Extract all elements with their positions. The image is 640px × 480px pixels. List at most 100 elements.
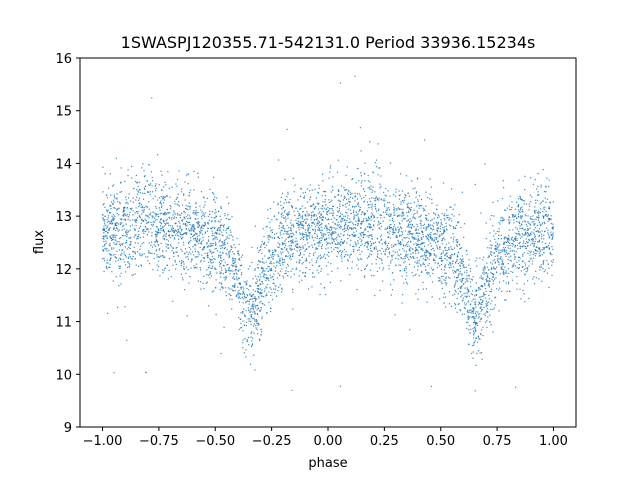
data-point [465,303,468,305]
data-point [428,225,431,227]
data-point [226,264,228,266]
data-point [272,258,274,260]
data-point [452,238,455,240]
data-point [249,318,251,320]
data-point [481,303,483,305]
data-point [331,232,333,234]
data-point [266,312,268,314]
data-point [318,229,320,232]
data-point [423,227,425,229]
data-point [514,258,516,260]
data-point [429,236,431,238]
data-point [394,208,396,210]
data-point [435,238,437,241]
data-point [114,207,116,209]
data-point [166,195,168,198]
data-point [513,215,516,217]
data-point [189,276,191,278]
data-point [140,204,143,206]
data-point [475,314,477,316]
data-point [388,207,390,209]
data-point [490,251,492,253]
data-point [296,246,298,248]
data-point [343,186,345,189]
data-point [150,241,153,243]
data-point [273,215,275,217]
data-point [240,256,242,258]
data-point [324,287,326,289]
data-point [102,249,104,251]
data-point [433,259,435,262]
data-point [444,264,447,266]
data-point [467,321,469,323]
data-point [232,259,234,262]
data-point [415,293,417,295]
data-point [103,225,105,227]
data-point [288,252,290,254]
data-point [228,267,230,270]
data-point [515,232,517,234]
data-point [534,179,536,181]
data-point [210,250,212,252]
data-point [258,288,260,290]
data-point [143,209,145,211]
data-point [424,266,427,268]
data-point [506,240,509,243]
data-point [523,269,525,271]
data-point [112,218,115,220]
data-point [540,233,542,235]
data-point [246,294,248,296]
data-point [384,241,386,244]
data-point [254,313,256,315]
data-point [528,203,531,205]
data-point [461,285,463,287]
data-point [129,244,131,246]
data-point [493,215,495,217]
data-point [225,276,227,278]
data-point [507,239,509,241]
data-point [219,255,221,257]
data-point [548,286,550,288]
data-point [377,174,379,176]
data-point [294,214,296,217]
data-point [301,215,304,217]
data-point [257,291,259,293]
data-point [349,218,351,220]
data-point [191,224,193,226]
data-point [424,223,426,225]
data-point [184,218,186,220]
data-point [480,310,482,312]
data-point [265,295,267,297]
data-point [306,260,308,262]
data-point [322,255,325,257]
data-point [259,278,261,280]
data-point [381,243,383,245]
data-point [458,244,460,246]
data-point [466,275,468,277]
data-point [532,215,534,217]
data-point [436,244,438,247]
data-point [290,240,293,242]
data-point [169,204,171,207]
data-point [412,256,414,258]
data-point [443,269,446,271]
data-point [214,196,216,198]
chart-title: 1SWASPJ120355.71-542131.0 Period 33936.1… [121,33,536,52]
data-point [213,290,215,292]
data-point [290,228,292,230]
data-point [162,197,164,200]
data-point [185,205,187,207]
data-point [473,337,475,339]
data-point [415,247,417,249]
data-point [124,254,127,256]
data-point [106,226,108,228]
data-point [333,227,335,229]
data-point [519,222,521,225]
data-point [102,204,104,206]
data-point [332,210,334,212]
data-point [475,316,477,318]
data-point [412,255,414,258]
data-point [524,300,526,303]
data-point [469,309,471,311]
